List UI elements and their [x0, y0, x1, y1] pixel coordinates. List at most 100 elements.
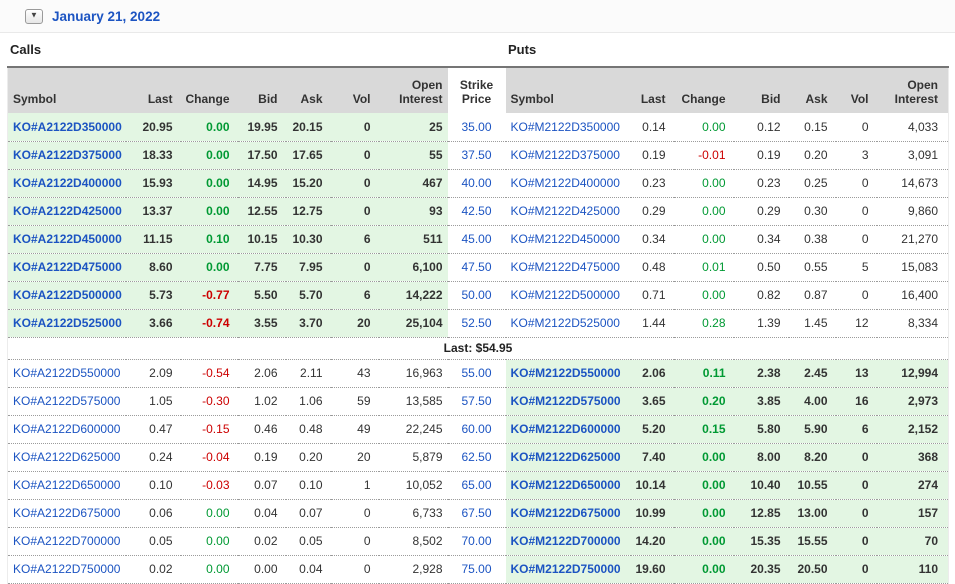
- call-ask-value: 0.20: [285, 443, 331, 472]
- strike-price-link[interactable]: 75.00: [461, 562, 492, 576]
- put-symbol-link[interactable]: KO#M2122D500000: [510, 288, 620, 302]
- put-bid-value: 12.85: [733, 499, 789, 528]
- call-symbol-link[interactable]: KO#A2122D475000: [13, 260, 122, 274]
- strike-price-link[interactable]: 60.00: [461, 422, 492, 436]
- put-bid-value: 0.50: [733, 253, 789, 282]
- option-chain-row: KO#A2122D525000 3.66 -0.74 3.55 3.70 20 25,104…: [7, 309, 949, 338]
- option-chain-row: KO#A2122D750000 0.02 0.00 0.00 0.04 0 2,928 75.…: [7, 555, 949, 584]
- calls-section-label: Calls: [10, 42, 42, 57]
- call-ask-value: 0.05: [285, 527, 331, 556]
- put-ask-value: 1.45: [788, 309, 836, 338]
- put-vol-value: 0: [835, 471, 877, 500]
- call-bid-value: 1.02: [237, 387, 286, 416]
- call-open-interest-value: 2,928: [378, 555, 448, 584]
- option-chain-row: KO#A2122D575000 1.05 -0.30 1.02 1.06 59 13,585…: [7, 387, 949, 416]
- put-symbol-link[interactable]: KO#M2122D350000: [510, 119, 620, 134]
- put-bid-value: 0.29: [733, 197, 789, 226]
- call-symbol-cell: KO#A2122D400000: [7, 169, 126, 198]
- call-symbol-link[interactable]: KO#A2122D375000: [13, 148, 122, 162]
- call-symbol-link[interactable]: KO#A2122D400000: [13, 176, 122, 190]
- call-ask-value: 5.70: [285, 281, 331, 310]
- call-bid-value: 19.95: [237, 113, 286, 142]
- strike-price-link[interactable]: 57.50: [461, 394, 492, 408]
- call-symbol-link[interactable]: KO#A2122D525000: [13, 316, 122, 330]
- put-symbol-link[interactable]: KO#M2122D600000: [510, 422, 621, 436]
- put-symbol-link[interactable]: KO#M2122D425000: [510, 204, 620, 218]
- put-symbol-link[interactable]: KO#M2122D450000: [510, 232, 620, 246]
- put-last-value: 0.14: [630, 113, 674, 142]
- options-chain-table: Symbol Last Change Bid Ask Vol Open Inte…: [7, 66, 949, 584]
- put-symbol-link[interactable]: KO#M2122D550000: [510, 366, 621, 380]
- call-ask-value: 15.20: [285, 169, 331, 198]
- put-symbol-link[interactable]: KO#M2122D525000: [510, 316, 620, 330]
- call-symbol-cell: KO#A2122D525000: [7, 309, 126, 338]
- call-open-interest-value: 13,585: [378, 387, 448, 416]
- call-symbol-link[interactable]: KO#A2122D425000: [13, 204, 122, 218]
- call-symbol-cell: KO#A2122D600000: [7, 415, 126, 444]
- strike-price-link[interactable]: 47.50: [461, 260, 492, 274]
- call-symbol-cell: KO#A2122D650000: [7, 471, 126, 500]
- call-open-interest-value: 25: [378, 113, 448, 142]
- put-symbol-link[interactable]: KO#M2122D375000: [510, 148, 620, 162]
- call-vol-value: 6: [330, 225, 379, 254]
- call-change-value: 0.00: [180, 197, 238, 226]
- strike-price-cell: 40.00: [447, 169, 506, 198]
- put-last-value: 0.34: [630, 225, 674, 254]
- put-symbol-link[interactable]: KO#M2122D575000: [510, 394, 621, 408]
- put-last-value: 0.71: [630, 281, 674, 310]
- put-open-interest-value: 9,860: [876, 197, 949, 226]
- strike-price-cell: 62.50: [447, 443, 506, 472]
- strike-price-cell: 57.50: [447, 387, 506, 416]
- put-symbol-link[interactable]: KO#M2122D400000: [510, 176, 620, 190]
- call-symbol-link[interactable]: KO#A2122D700000: [13, 534, 121, 548]
- put-vol-value: 0: [835, 443, 877, 472]
- strike-price-link[interactable]: 55.00: [461, 366, 492, 380]
- strike-price-link[interactable]: 67.50: [461, 506, 492, 520]
- call-symbol-link[interactable]: KO#A2122D675000: [13, 506, 121, 520]
- put-last-value: 3.65: [630, 387, 674, 416]
- put-ask-value: 0.25: [788, 169, 836, 198]
- strike-price-link[interactable]: 70.00: [461, 534, 492, 548]
- call-symbol-cell: KO#A2122D550000: [7, 359, 126, 388]
- put-symbol-cell: KO#M2122D600000: [505, 415, 631, 444]
- put-open-interest-value: 2,973: [876, 387, 949, 416]
- call-symbol-link[interactable]: KO#A2122D650000: [13, 478, 121, 492]
- strike-price-link[interactable]: 65.00: [461, 478, 492, 492]
- calls-vol-header: Vol: [330, 66, 379, 113]
- put-symbol-link[interactable]: KO#M2122D750000: [510, 562, 621, 576]
- strike-price-link[interactable]: 35.00: [461, 119, 492, 134]
- strike-price-link[interactable]: 62.50: [461, 450, 492, 464]
- call-bid-value: 10.15: [237, 225, 286, 254]
- put-ask-value: 10.55: [788, 471, 836, 500]
- expiration-date-link[interactable]: January 21, 2022: [52, 8, 161, 24]
- put-symbol-cell: KO#M2122D700000: [505, 527, 631, 556]
- option-chain-row: KO#A2122D700000 0.05 0.00 0.02 0.05 0 8,502 70.…: [7, 527, 949, 556]
- put-bid-value: 5.80: [733, 415, 789, 444]
- call-symbol-link[interactable]: KO#A2122D625000: [13, 450, 121, 464]
- strike-price-link[interactable]: 45.00: [461, 232, 492, 246]
- calls-open-interest-header: Open Interest: [378, 66, 448, 113]
- strike-price-link[interactable]: 40.00: [461, 176, 492, 190]
- call-symbol-link[interactable]: KO#A2122D350000: [13, 119, 122, 134]
- strike-price-link[interactable]: 50.00: [461, 288, 492, 302]
- call-symbol-link[interactable]: KO#A2122D575000: [13, 394, 121, 408]
- call-symbol-link[interactable]: KO#A2122D600000: [13, 422, 121, 436]
- put-symbol-link[interactable]: KO#M2122D700000: [510, 534, 621, 548]
- put-symbol-link[interactable]: KO#M2122D625000: [510, 450, 621, 464]
- put-symbol-link[interactable]: KO#M2122D475000: [510, 260, 620, 274]
- call-open-interest-value: 6,100: [378, 253, 448, 282]
- call-symbol-link[interactable]: KO#A2122D450000: [13, 232, 122, 246]
- call-symbol-link[interactable]: KO#A2122D550000: [13, 366, 121, 380]
- put-ask-value: 2.45: [788, 359, 836, 388]
- collapse-expiration-button[interactable]: ▼: [25, 8, 43, 24]
- put-symbol-link[interactable]: KO#M2122D675000: [510, 506, 621, 520]
- strike-price-link[interactable]: 52.50: [461, 316, 492, 330]
- call-open-interest-value: 16,963: [378, 359, 448, 388]
- call-symbol-link[interactable]: KO#A2122D500000: [13, 288, 122, 302]
- call-bid-value: 2.06: [237, 359, 286, 388]
- put-symbol-link[interactable]: KO#M2122D650000: [510, 478, 621, 492]
- call-open-interest-value: 467: [378, 169, 448, 198]
- call-symbol-link[interactable]: KO#A2122D750000: [13, 562, 121, 576]
- strike-price-link[interactable]: 37.50: [461, 148, 492, 162]
- strike-price-link[interactable]: 42.50: [461, 204, 492, 218]
